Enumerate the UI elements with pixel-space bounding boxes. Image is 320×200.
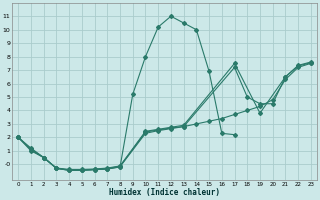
- X-axis label: Humidex (Indice chaleur): Humidex (Indice chaleur): [109, 188, 220, 197]
